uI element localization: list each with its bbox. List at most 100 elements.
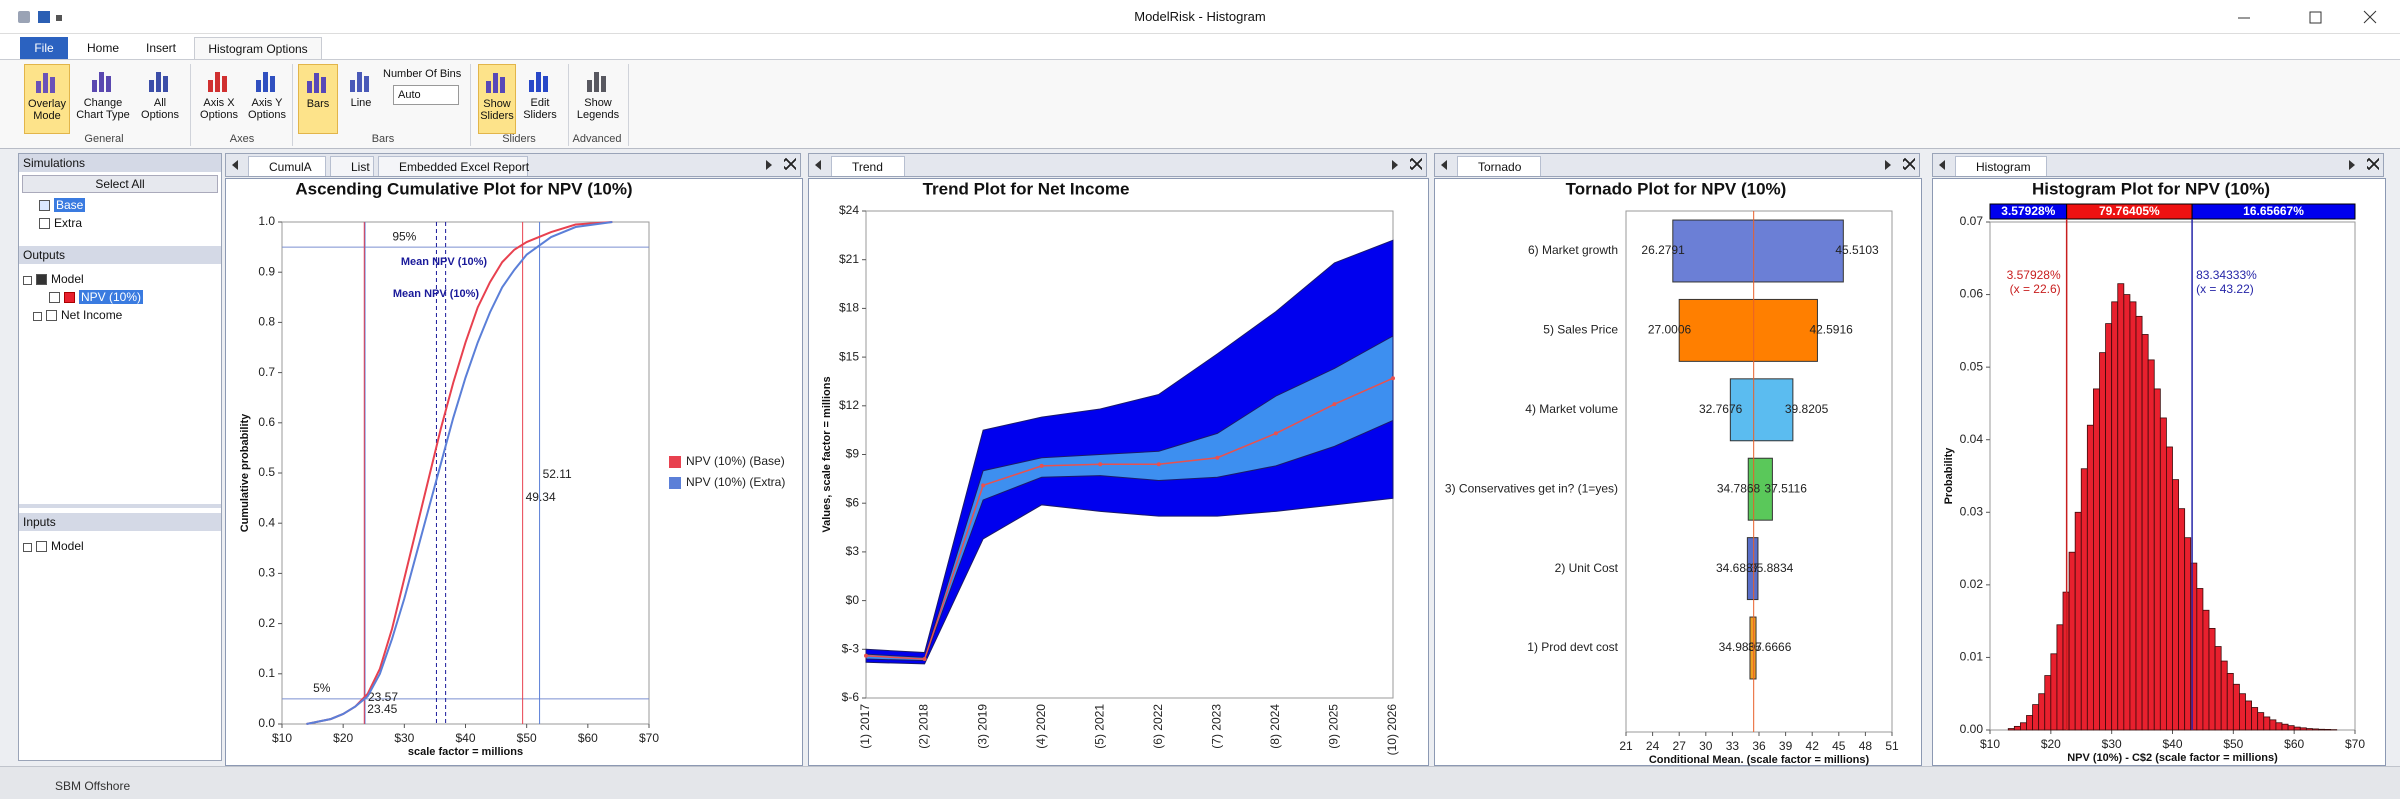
ribbon-button[interactable]: Axis Y Options bbox=[244, 64, 290, 134]
icon bbox=[18, 11, 30, 23]
expander[interactable] bbox=[23, 543, 32, 552]
group-label: Sliders bbox=[502, 133, 536, 145]
group-label: Bars bbox=[371, 133, 395, 145]
ribbon-button[interactable]: Change Chart Type bbox=[74, 64, 132, 134]
scroll-arrow[interactable] bbox=[1939, 160, 1945, 170]
checkbox[interactable] bbox=[39, 200, 50, 211]
icon-part bbox=[156, 72, 161, 92]
panel-header: Simulations bbox=[19, 154, 221, 172]
panel-tab[interactable]: Trend bbox=[831, 156, 905, 176]
tree-item[interactable]: Net Income bbox=[33, 307, 122, 323]
icon-part bbox=[543, 76, 548, 92]
bins-label: Number Of Bins bbox=[383, 68, 462, 80]
icon-part bbox=[321, 77, 326, 93]
checkbox[interactable] bbox=[39, 218, 50, 229]
button-icon bbox=[350, 72, 369, 92]
button-label: Show Legends bbox=[576, 97, 620, 121]
sim-item[interactable]: Base bbox=[39, 197, 86, 213]
window-controls[interactable] bbox=[2230, 8, 2390, 26]
icon-part bbox=[163, 76, 168, 92]
close-button[interactable] bbox=[2367, 158, 2379, 170]
scroll-arrow[interactable] bbox=[1885, 160, 1891, 170]
icon-part bbox=[314, 73, 319, 93]
checkbox[interactable] bbox=[36, 274, 47, 285]
icon-part bbox=[36, 81, 41, 93]
ribbon-tab[interactable]: File bbox=[20, 37, 68, 59]
scroll-arrow[interactable] bbox=[1441, 160, 1447, 170]
icon-part bbox=[43, 73, 48, 93]
select-all-button[interactable]: Select All bbox=[22, 175, 218, 193]
expander[interactable] bbox=[23, 276, 32, 285]
chart-panel bbox=[808, 178, 1429, 766]
panel-tab[interactable]: List bbox=[330, 156, 374, 176]
scroll-arrow[interactable] bbox=[815, 160, 821, 170]
close-button[interactable] bbox=[784, 158, 796, 170]
ribbon-tab[interactable]: Home bbox=[86, 41, 119, 55]
color-swatch bbox=[64, 292, 75, 303]
button-label: Edit Sliders bbox=[523, 97, 557, 121]
scroll-arrow[interactable] bbox=[1392, 160, 1398, 170]
panel-tab[interactable]: Histogram bbox=[1955, 156, 2047, 176]
scroll-arrow[interactable] bbox=[232, 160, 238, 170]
scroll-arrow[interactable] bbox=[2349, 160, 2355, 170]
panel-tab[interactable]: CumulA bbox=[248, 156, 326, 176]
group-label: General bbox=[84, 133, 124, 145]
button-icon bbox=[587, 72, 606, 92]
maximize[interactable] bbox=[2309, 11, 2322, 24]
ribbon-button[interactable]: Overlay Mode bbox=[24, 64, 70, 134]
icon-part bbox=[594, 72, 599, 92]
tree-item[interactable]: Model bbox=[23, 538, 84, 554]
button-icon bbox=[256, 72, 275, 92]
close-button[interactable] bbox=[1410, 158, 1422, 170]
button-icon bbox=[92, 72, 111, 92]
ribbon-button[interactable]: Show Sliders bbox=[478, 64, 516, 134]
separator bbox=[292, 64, 293, 146]
chart-panel bbox=[225, 178, 803, 766]
panel-tab-strip: Histogram bbox=[1932, 153, 2384, 177]
ribbon-tabs: File Home Insert Histogram Options bbox=[0, 34, 2400, 59]
window-title: ModelRisk - Histogram bbox=[1134, 9, 1266, 24]
ribbon-button[interactable]: Axis X Options bbox=[196, 64, 242, 134]
quick-access-icons[interactable] bbox=[16, 8, 76, 26]
ribbon-tab[interactable]: Histogram Options bbox=[194, 37, 322, 59]
button-label: Show Sliders bbox=[480, 98, 514, 122]
separator bbox=[568, 64, 569, 146]
checkbox[interactable] bbox=[46, 310, 57, 321]
bins-dropdown[interactable]: Auto bbox=[393, 85, 459, 105]
ribbon-button[interactable]: Show Legends bbox=[574, 64, 622, 134]
close-button[interactable] bbox=[1903, 158, 1915, 170]
icon-part bbox=[493, 73, 498, 93]
ribbon-button[interactable]: Bars bbox=[298, 64, 338, 134]
ribbon-button[interactable]: Line bbox=[342, 64, 380, 134]
tree-item[interactable]: NPV (10%) bbox=[49, 289, 144, 305]
sim-item[interactable]: Extra bbox=[39, 215, 82, 231]
panel-tab[interactable]: Tornado bbox=[1457, 156, 1541, 176]
icon bbox=[56, 15, 62, 21]
tree-label: Model bbox=[51, 539, 84, 553]
ribbon-button[interactable]: Edit Sliders bbox=[520, 64, 560, 134]
ribbon-tab[interactable]: Insert bbox=[145, 41, 176, 55]
tree-label: Model bbox=[51, 272, 84, 286]
splitter[interactable] bbox=[19, 504, 221, 508]
close[interactable] bbox=[2363, 10, 2377, 24]
panel-tab[interactable]: Embedded Excel Report bbox=[378, 156, 529, 176]
icon-part bbox=[99, 72, 104, 92]
panel-tab-strip: Trend bbox=[808, 153, 1427, 177]
expander[interactable] bbox=[33, 312, 42, 321]
button-label: Overlay Mode bbox=[28, 98, 66, 122]
tree-item[interactable]: Model bbox=[23, 271, 84, 287]
button-icon bbox=[149, 72, 168, 92]
scroll-arrow[interactable] bbox=[766, 160, 772, 170]
icon-part bbox=[270, 76, 275, 92]
button-label: Change Chart Type bbox=[76, 97, 130, 121]
ribbon-button[interactable]: All Options bbox=[136, 64, 184, 134]
icon-part bbox=[601, 76, 606, 92]
checkbox[interactable] bbox=[49, 292, 60, 303]
icon-part bbox=[500, 77, 505, 93]
checkbox[interactable] bbox=[36, 541, 47, 552]
button-icon bbox=[208, 72, 227, 92]
button-icon bbox=[36, 73, 55, 93]
tree-label: Net Income bbox=[61, 308, 123, 322]
icon-part bbox=[536, 72, 541, 92]
